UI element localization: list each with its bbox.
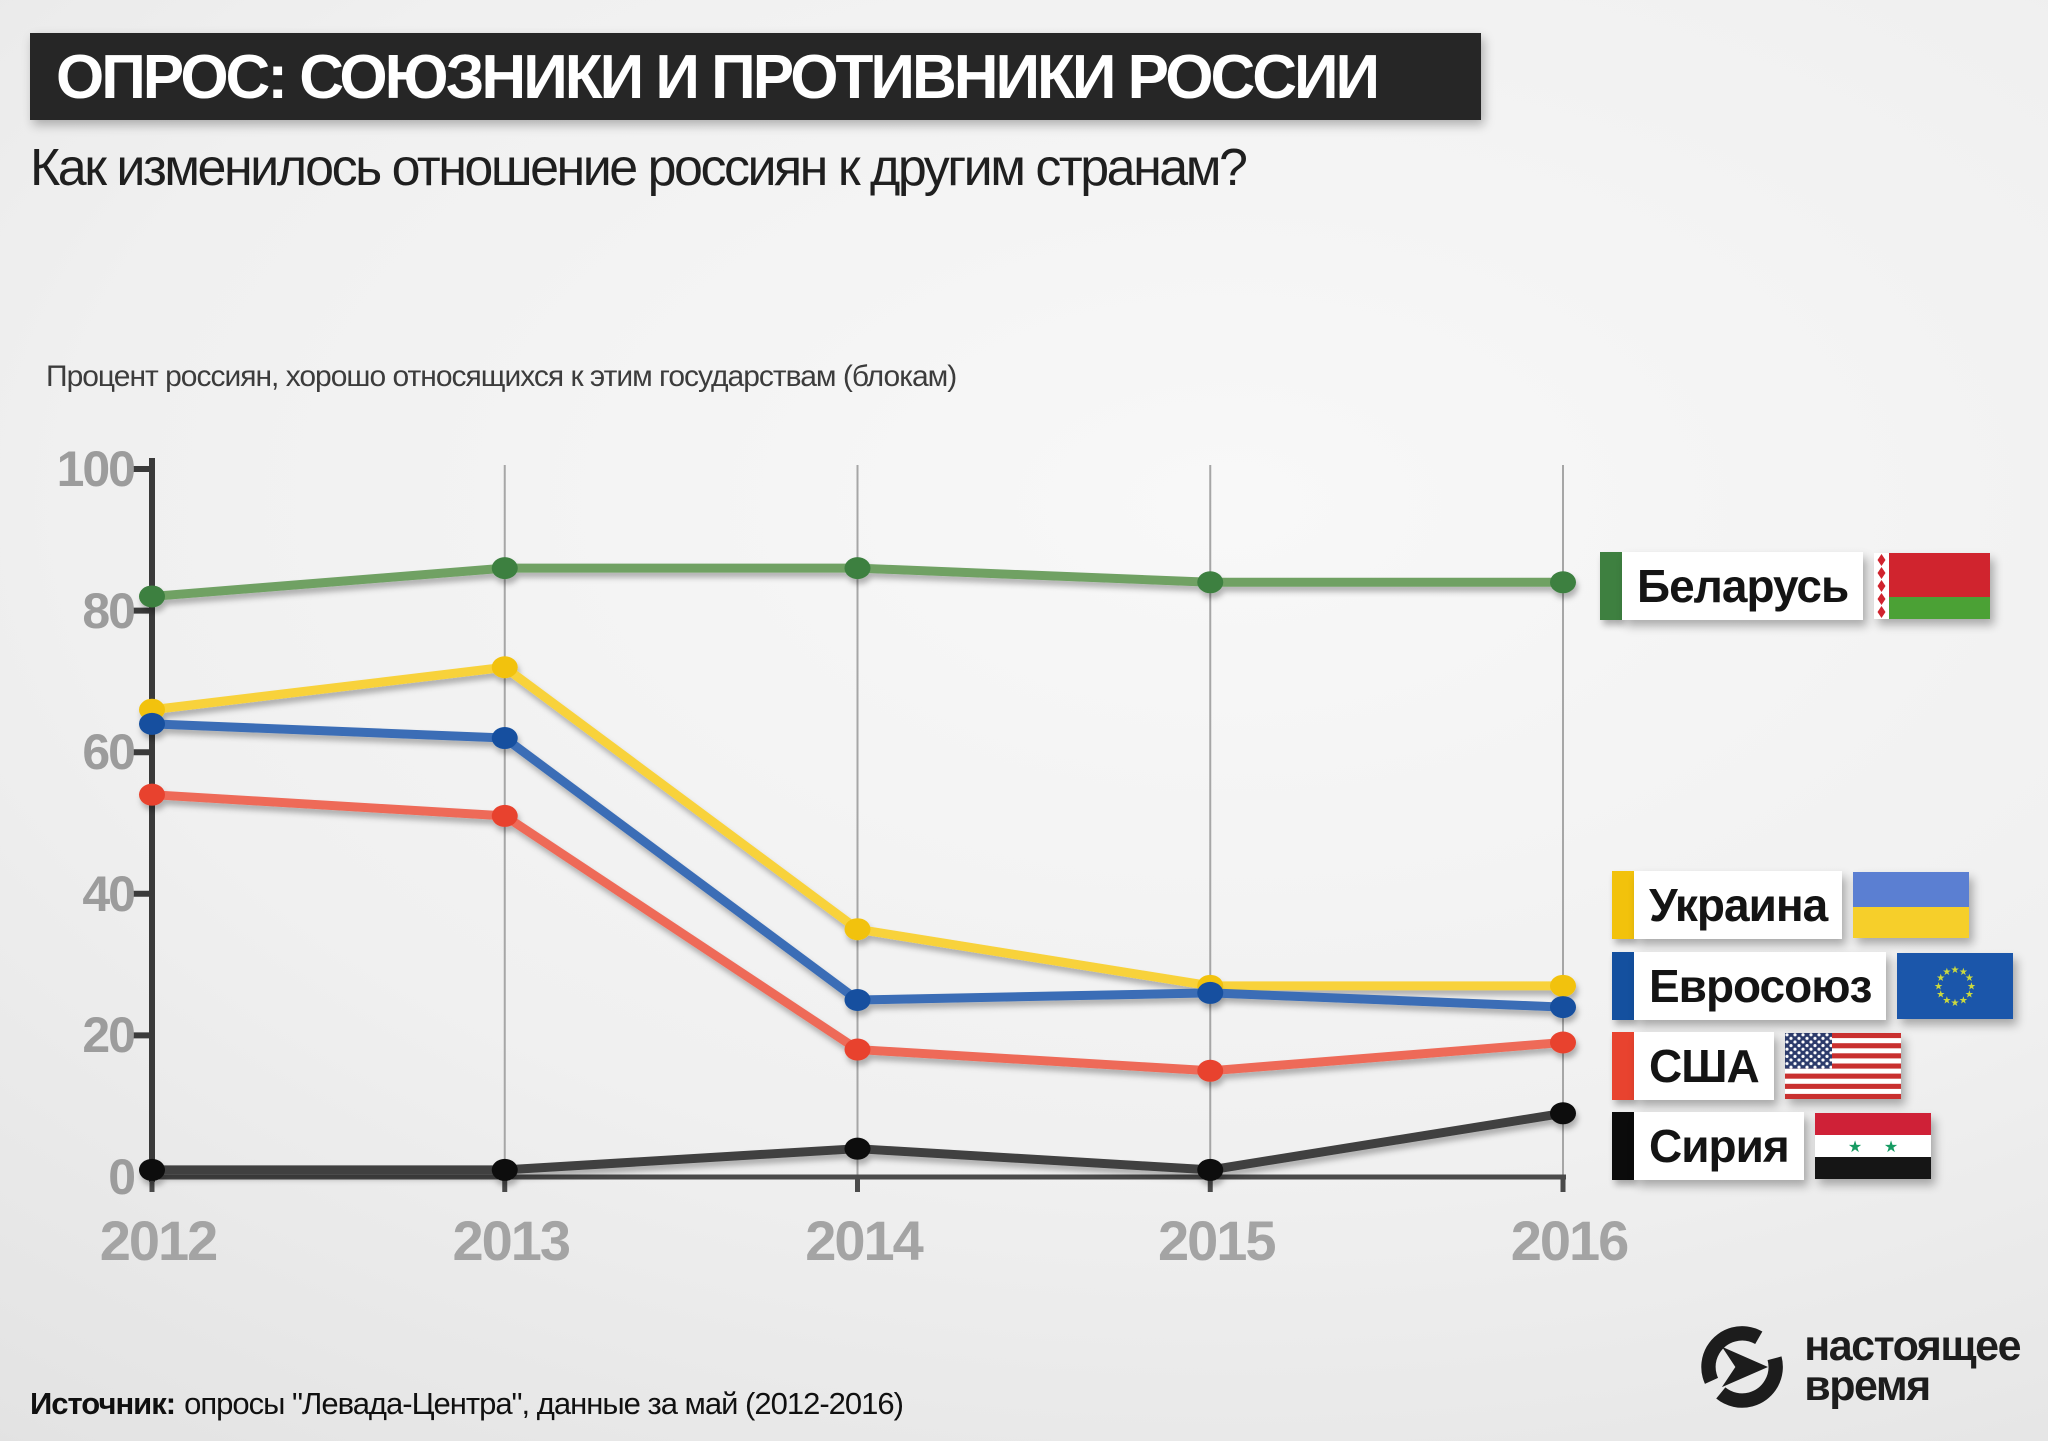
x-tick-label-2013: 2013 bbox=[452, 1209, 571, 1272]
source-prefix: Источник: bbox=[30, 1386, 176, 1421]
play-circle-icon bbox=[1701, 1326, 1784, 1408]
logo-text: настоящее время bbox=[1804, 1322, 2021, 1410]
svg-text:★: ★ bbox=[1937, 990, 1946, 1001]
title-bar: ОПРОС: СОЮЗНИКИ И ПРОТИВНИКИ РОССИИ bbox=[30, 33, 1481, 120]
syria-flag-icon: ★ ★ bbox=[1814, 1113, 1931, 1179]
y-axis-description: Процент россиян, хорошо относящихся к эт… bbox=[46, 360, 957, 393]
legend-swatch-eu bbox=[1612, 952, 1634, 1020]
legend-label-usa: США bbox=[1649, 1040, 1760, 1092]
svg-text:★: ★ bbox=[1965, 990, 1974, 1001]
legend-tag-eu: Евросоюз bbox=[1634, 952, 1887, 1020]
legend-tag-usa: США bbox=[1634, 1032, 1774, 1100]
svg-text:★: ★ bbox=[1959, 967, 1968, 978]
x-tick-label-2014: 2014 bbox=[805, 1209, 924, 1272]
x-tick-label-2016: 2016 bbox=[1510, 1209, 1630, 1272]
svg-text:★: ★ bbox=[1959, 996, 1968, 1007]
svg-text:★: ★ bbox=[1965, 973, 1974, 984]
legend-label-ukraine: Украина bbox=[1649, 879, 1828, 931]
legend-item-usa: США bbox=[1612, 1032, 1901, 1100]
legend-label-syria: Сирия bbox=[1649, 1120, 1790, 1172]
svg-text:★: ★ bbox=[1967, 982, 1976, 993]
page-subtitle: Как изменилось отношение россиян к други… bbox=[30, 139, 1248, 197]
legend-item-belarus: Беларусь bbox=[1600, 552, 1991, 620]
legend-swatch-ukraine bbox=[1612, 871, 1634, 939]
y-tick-label-80: 80 bbox=[82, 582, 136, 639]
svg-text:★: ★ bbox=[1951, 998, 1960, 1009]
svg-text:★: ★ bbox=[1934, 982, 1943, 993]
legend-label-belarus: Беларусь bbox=[1637, 560, 1849, 612]
y-tick-label-0: 0 bbox=[108, 1149, 136, 1205]
svg-text:★: ★ bbox=[1943, 996, 1952, 1007]
legend-label-eu: Евросоюз bbox=[1649, 960, 1872, 1012]
x-tick-label-2012: 2012 bbox=[99, 1209, 219, 1272]
eu-flag-icon: ★★★ ★★★ ★★★ ★ ★★ bbox=[1897, 953, 2014, 1019]
legend-item-eu: Евросоюз ★ ★ ★ ★ ★ ★ ★ ★ ★ ★ ★ ★ bbox=[1612, 952, 2014, 1020]
legend-swatch-syria bbox=[1612, 1112, 1634, 1180]
svg-text:★: ★ bbox=[1848, 1139, 1862, 1156]
legend-tag-belarus: Беларусь bbox=[1622, 552, 1864, 620]
x-tick-label-2015: 2015 bbox=[1157, 1209, 1277, 1272]
svg-text:★: ★ bbox=[1943, 967, 1952, 978]
ukraine-flag-icon bbox=[1853, 872, 1970, 938]
usa-flag-icon bbox=[1784, 1033, 1901, 1099]
current-time-logo: настоящее время bbox=[1696, 1320, 2021, 1412]
legend-tag-syria: Сирия bbox=[1634, 1112, 1804, 1180]
legend-tag-ukraine: Украина bbox=[1634, 871, 1843, 939]
y-tick-label-20: 20 bbox=[82, 1007, 136, 1064]
logo-line-1: настоящее bbox=[1804, 1322, 2021, 1371]
y-tick-label-40: 40 bbox=[82, 865, 136, 922]
legend-item-syria: Сирия ★ ★ bbox=[1612, 1112, 1931, 1180]
page-title: ОПРОС: СОЮЗНИКИ И ПРОТИВНИКИ РОССИИ bbox=[56, 43, 1380, 112]
legend-item-ukraine: Украина bbox=[1612, 871, 1970, 939]
legend-swatch-belarus bbox=[1600, 552, 1622, 620]
svg-text:★: ★ bbox=[1937, 973, 1946, 984]
svg-text:★: ★ bbox=[1884, 1139, 1898, 1156]
y-tick-label-60: 60 bbox=[82, 724, 136, 781]
source-text: опросы "Левада-Центра", данные за май (2… bbox=[184, 1386, 904, 1421]
logo-line-2: время bbox=[1804, 1362, 1931, 1410]
legend-swatch-usa bbox=[1612, 1032, 1634, 1100]
y-tick-label-100: 100 bbox=[56, 441, 136, 497]
source-line: Источник: опросы "Левада-Центра", данные … bbox=[30, 1386, 904, 1422]
belarus-flag-icon bbox=[1874, 553, 1991, 619]
svg-text:★: ★ bbox=[1951, 965, 1960, 976]
